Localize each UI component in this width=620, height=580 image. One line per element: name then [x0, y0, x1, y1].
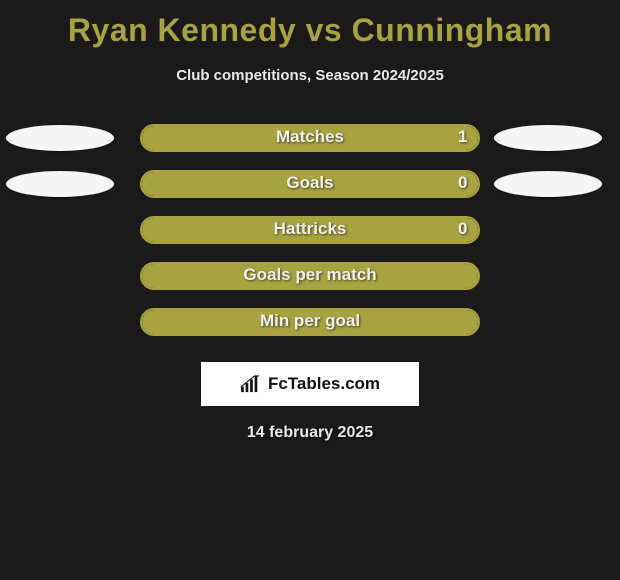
chart-row: Min per goal: [0, 306, 620, 352]
date-text: 14 february 2025: [0, 424, 620, 442]
chart-row: Goals per match: [0, 260, 620, 306]
player-left-oval: [6, 171, 114, 197]
player-left-oval: [6, 125, 114, 151]
bar-track: [140, 170, 480, 198]
bar-track: [140, 124, 480, 152]
page-title: Ryan Kennedy vs Cunningham: [0, 0, 620, 49]
bar-track: [140, 262, 480, 290]
chart-row: Matches1: [0, 122, 620, 168]
bar-fill-left: [142, 126, 310, 150]
bar-fill-right: [310, 172, 478, 196]
player-right-oval: [494, 171, 602, 197]
bar-track: [140, 308, 480, 336]
comparison-chart: Matches1Goals0Hattricks0Goals per matchM…: [0, 122, 620, 352]
bar-fill-left: [142, 218, 310, 242]
bar-fill-right: [310, 218, 478, 242]
bar-fill-left: [142, 310, 478, 334]
bar-fill-right: [310, 126, 478, 150]
bar-fill-left: [142, 264, 478, 288]
page-subtitle: Club competitions, Season 2024/2025: [0, 67, 620, 84]
chart-row: Goals0: [0, 168, 620, 214]
player-right-oval: [494, 125, 602, 151]
brand-text: FcTables.com: [268, 374, 380, 394]
bar-chart-icon: [240, 375, 262, 393]
bar-fill-left: [142, 172, 310, 196]
bar-track: [140, 216, 480, 244]
brand-box: FcTables.com: [201, 362, 419, 406]
chart-row: Hattricks0: [0, 214, 620, 260]
